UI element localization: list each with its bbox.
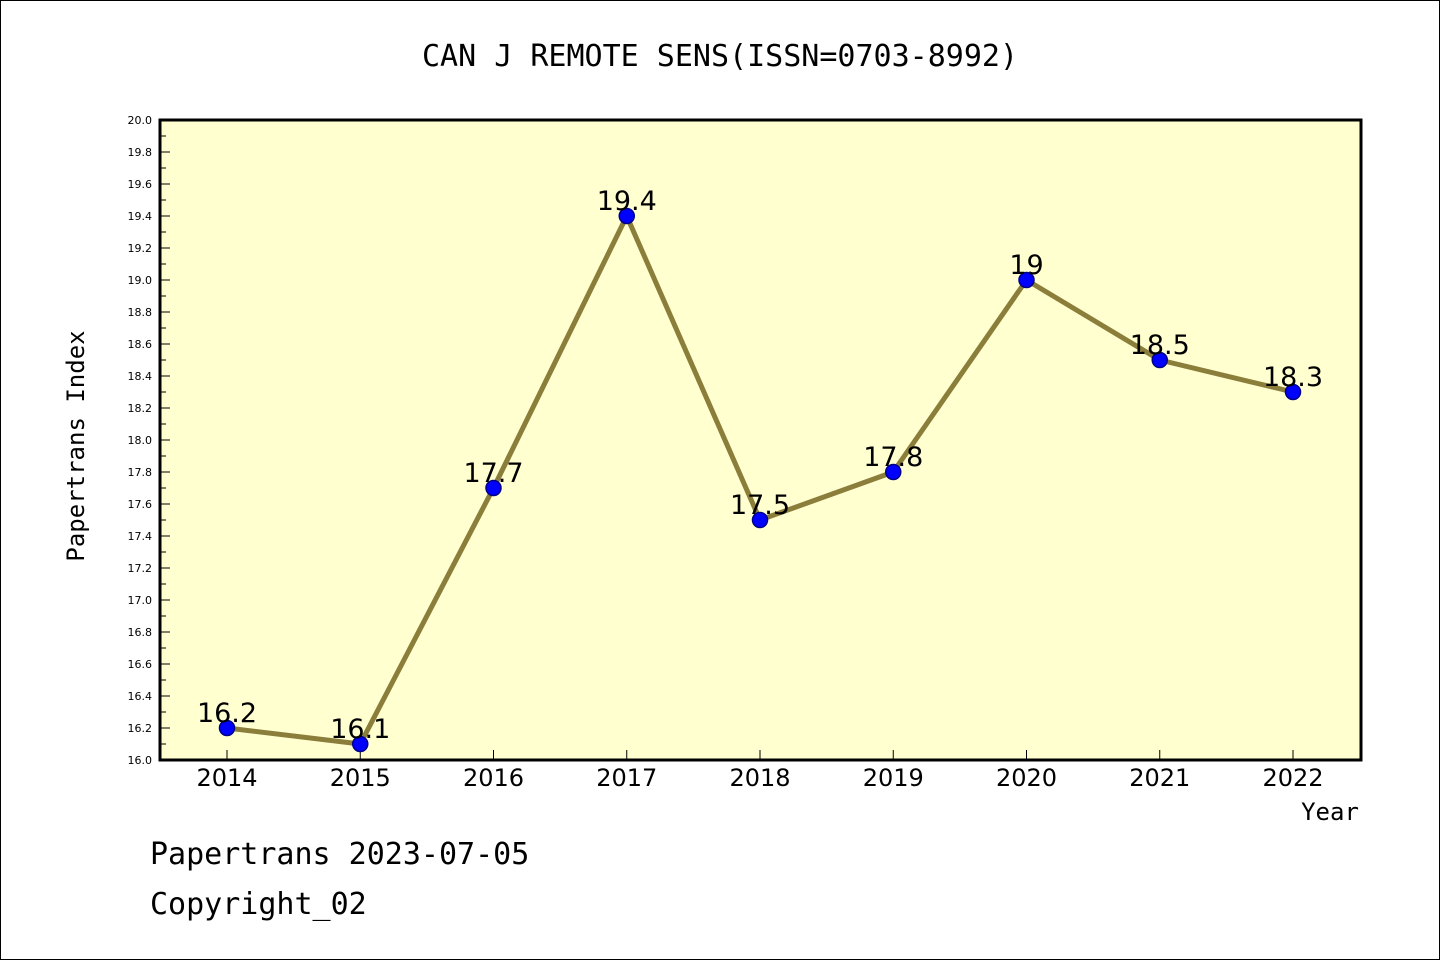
data-label: 17.7 [463, 458, 523, 489]
y-tick-label: 18.0 [128, 434, 153, 447]
x-axis: 2014 2015 2016 2017 2018 2019 2020 2021 2022 [196, 750, 1324, 792]
data-point [485, 479, 502, 497]
x-tick-label: 2021 [1129, 764, 1190, 792]
plot-area [158, 118, 1363, 762]
x-tick-label: 2022 [1262, 764, 1323, 792]
data-point [218, 719, 236, 737]
chart-title: CAN J REMOTE SENS(ISSN=0703-8992) [422, 39, 1018, 74]
series-line-group [218, 207, 1302, 753]
data-point [885, 463, 902, 481]
y-tick-label: 17.2 [128, 562, 153, 575]
data-label: 18.5 [1130, 330, 1190, 361]
x-tick-label: 2014 [196, 764, 257, 792]
y-tick-label: 17.0 [128, 594, 153, 607]
y-tick-label: 19.2 [128, 242, 153, 255]
data-point [1284, 383, 1302, 401]
x-axis-label: Year [1301, 798, 1359, 826]
data-label: 17.8 [863, 442, 923, 473]
y-axis: 16.0 16.2 16.4 16.6 16.8 17.0 17.2 17.4 17.6 17.8… [128, 114, 170, 767]
y-tick-label: 18.6 [128, 338, 153, 351]
x-tick-label: 2015 [330, 764, 391, 792]
y-tick-label: 16.6 [128, 658, 153, 671]
y-axis-label: Papertrans Index [62, 330, 90, 561]
y-tick-label: 19.4 [128, 210, 153, 223]
y-tick-label: 17.6 [128, 498, 153, 511]
y-tick-label: 19.8 [128, 146, 153, 159]
data-label: 16.1 [330, 714, 390, 745]
y-tick-label: 17.8 [128, 466, 153, 479]
data-label: 18.3 [1263, 362, 1323, 393]
y-tick-label: 17.4 [128, 530, 153, 543]
y-tick-label: 20.0 [128, 114, 153, 127]
data-point [352, 735, 369, 753]
data-label: 19.4 [597, 186, 657, 217]
y-tick-label: 16.2 [128, 722, 153, 735]
y-tick-label: 16.4 [128, 690, 153, 703]
y-tick-label: 19.0 [128, 274, 153, 287]
data-point [618, 207, 635, 225]
data-point [1151, 351, 1168, 369]
x-tick-label: 2017 [596, 764, 657, 792]
y-tick-label: 18.4 [128, 370, 153, 383]
data-label: 19 [1009, 250, 1043, 281]
footer-date: Papertrans 2023-07-05 [150, 837, 529, 872]
x-tick-label: 2016 [463, 764, 524, 792]
y-tick-label: 18.8 [128, 306, 153, 319]
data-label: 16.2 [197, 698, 257, 729]
data-label: 17.5 [730, 490, 790, 521]
x-tick-label: 2020 [996, 764, 1057, 792]
y-tick-label: 16.8 [128, 626, 153, 639]
x-tick-label: 2018 [729, 764, 790, 792]
y-tick-label: 18.2 [128, 402, 153, 415]
y-tick-label: 16.0 [128, 754, 153, 767]
x-tick-label: 2019 [863, 764, 924, 792]
footer-copyright: Copyright_02 [150, 887, 367, 922]
y-tick-label: 19.6 [128, 178, 153, 191]
data-labels: 16.2 16.1 17.7 19.4 17.5 17.8 19 18.5 18.3 [197, 186, 1323, 745]
data-point [1018, 271, 1035, 289]
data-point [751, 511, 769, 529]
